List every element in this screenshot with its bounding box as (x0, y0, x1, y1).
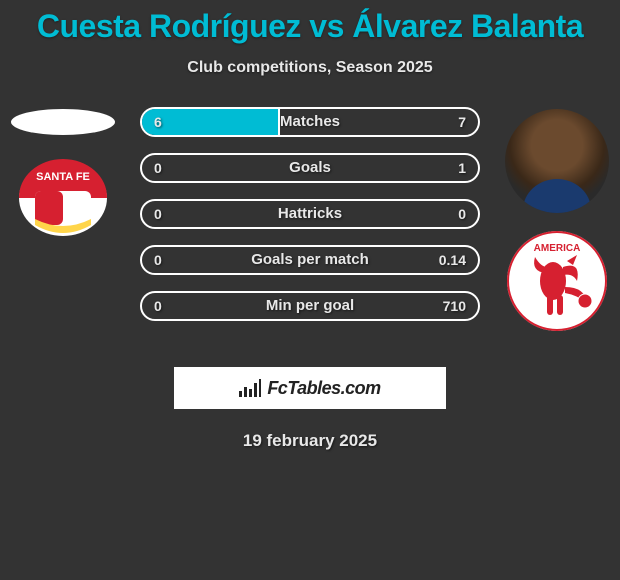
page-subtitle: Club competitions, Season 2025 (0, 59, 620, 77)
player-left-photo (11, 109, 115, 135)
player-right-column: AMERICA (502, 109, 612, 331)
stat-value-right: 1 (458, 155, 466, 181)
stat-label: Matches (142, 109, 478, 135)
page-title: Cuesta Rodríguez vs Álvarez Balanta (0, 0, 620, 45)
stat-value-right: 0.14 (439, 247, 466, 273)
player-right-club-badge: AMERICA (507, 231, 607, 331)
club-left-label: SANTA FE (36, 171, 90, 183)
player-left-club-badge: SANTA FE (13, 153, 113, 237)
bar-chart-icon (239, 379, 261, 397)
stat-row: 0Goals1 (140, 153, 480, 183)
stat-label: Min per goal (142, 293, 478, 319)
stat-value-right: 7 (458, 109, 466, 135)
comparison-bars: 6Matches70Goals10Hattricks00Goals per ma… (140, 107, 480, 337)
player-left-column: SANTA FE (8, 109, 118, 237)
stat-label: Hattricks (142, 201, 478, 227)
stat-row: 6Matches7 (140, 107, 480, 137)
stat-row: 0Hattricks0 (140, 199, 480, 229)
stat-label: Goals (142, 155, 478, 181)
brand-box: FcTables.com (174, 367, 446, 409)
stat-row: 0Goals per match0.14 (140, 245, 480, 275)
stat-label: Goals per match (142, 247, 478, 273)
club-right-label: AMERICA (534, 243, 581, 254)
brand-text: FcTables.com (267, 378, 380, 399)
stat-value-right: 710 (443, 293, 466, 319)
stat-value-right: 0 (458, 201, 466, 227)
stat-row: 0Min per goal710 (140, 291, 480, 321)
player-right-photo (505, 109, 609, 213)
date-label: 19 february 2025 (0, 431, 620, 451)
comparison-panel: SANTA FE AMERICA (0, 107, 620, 367)
